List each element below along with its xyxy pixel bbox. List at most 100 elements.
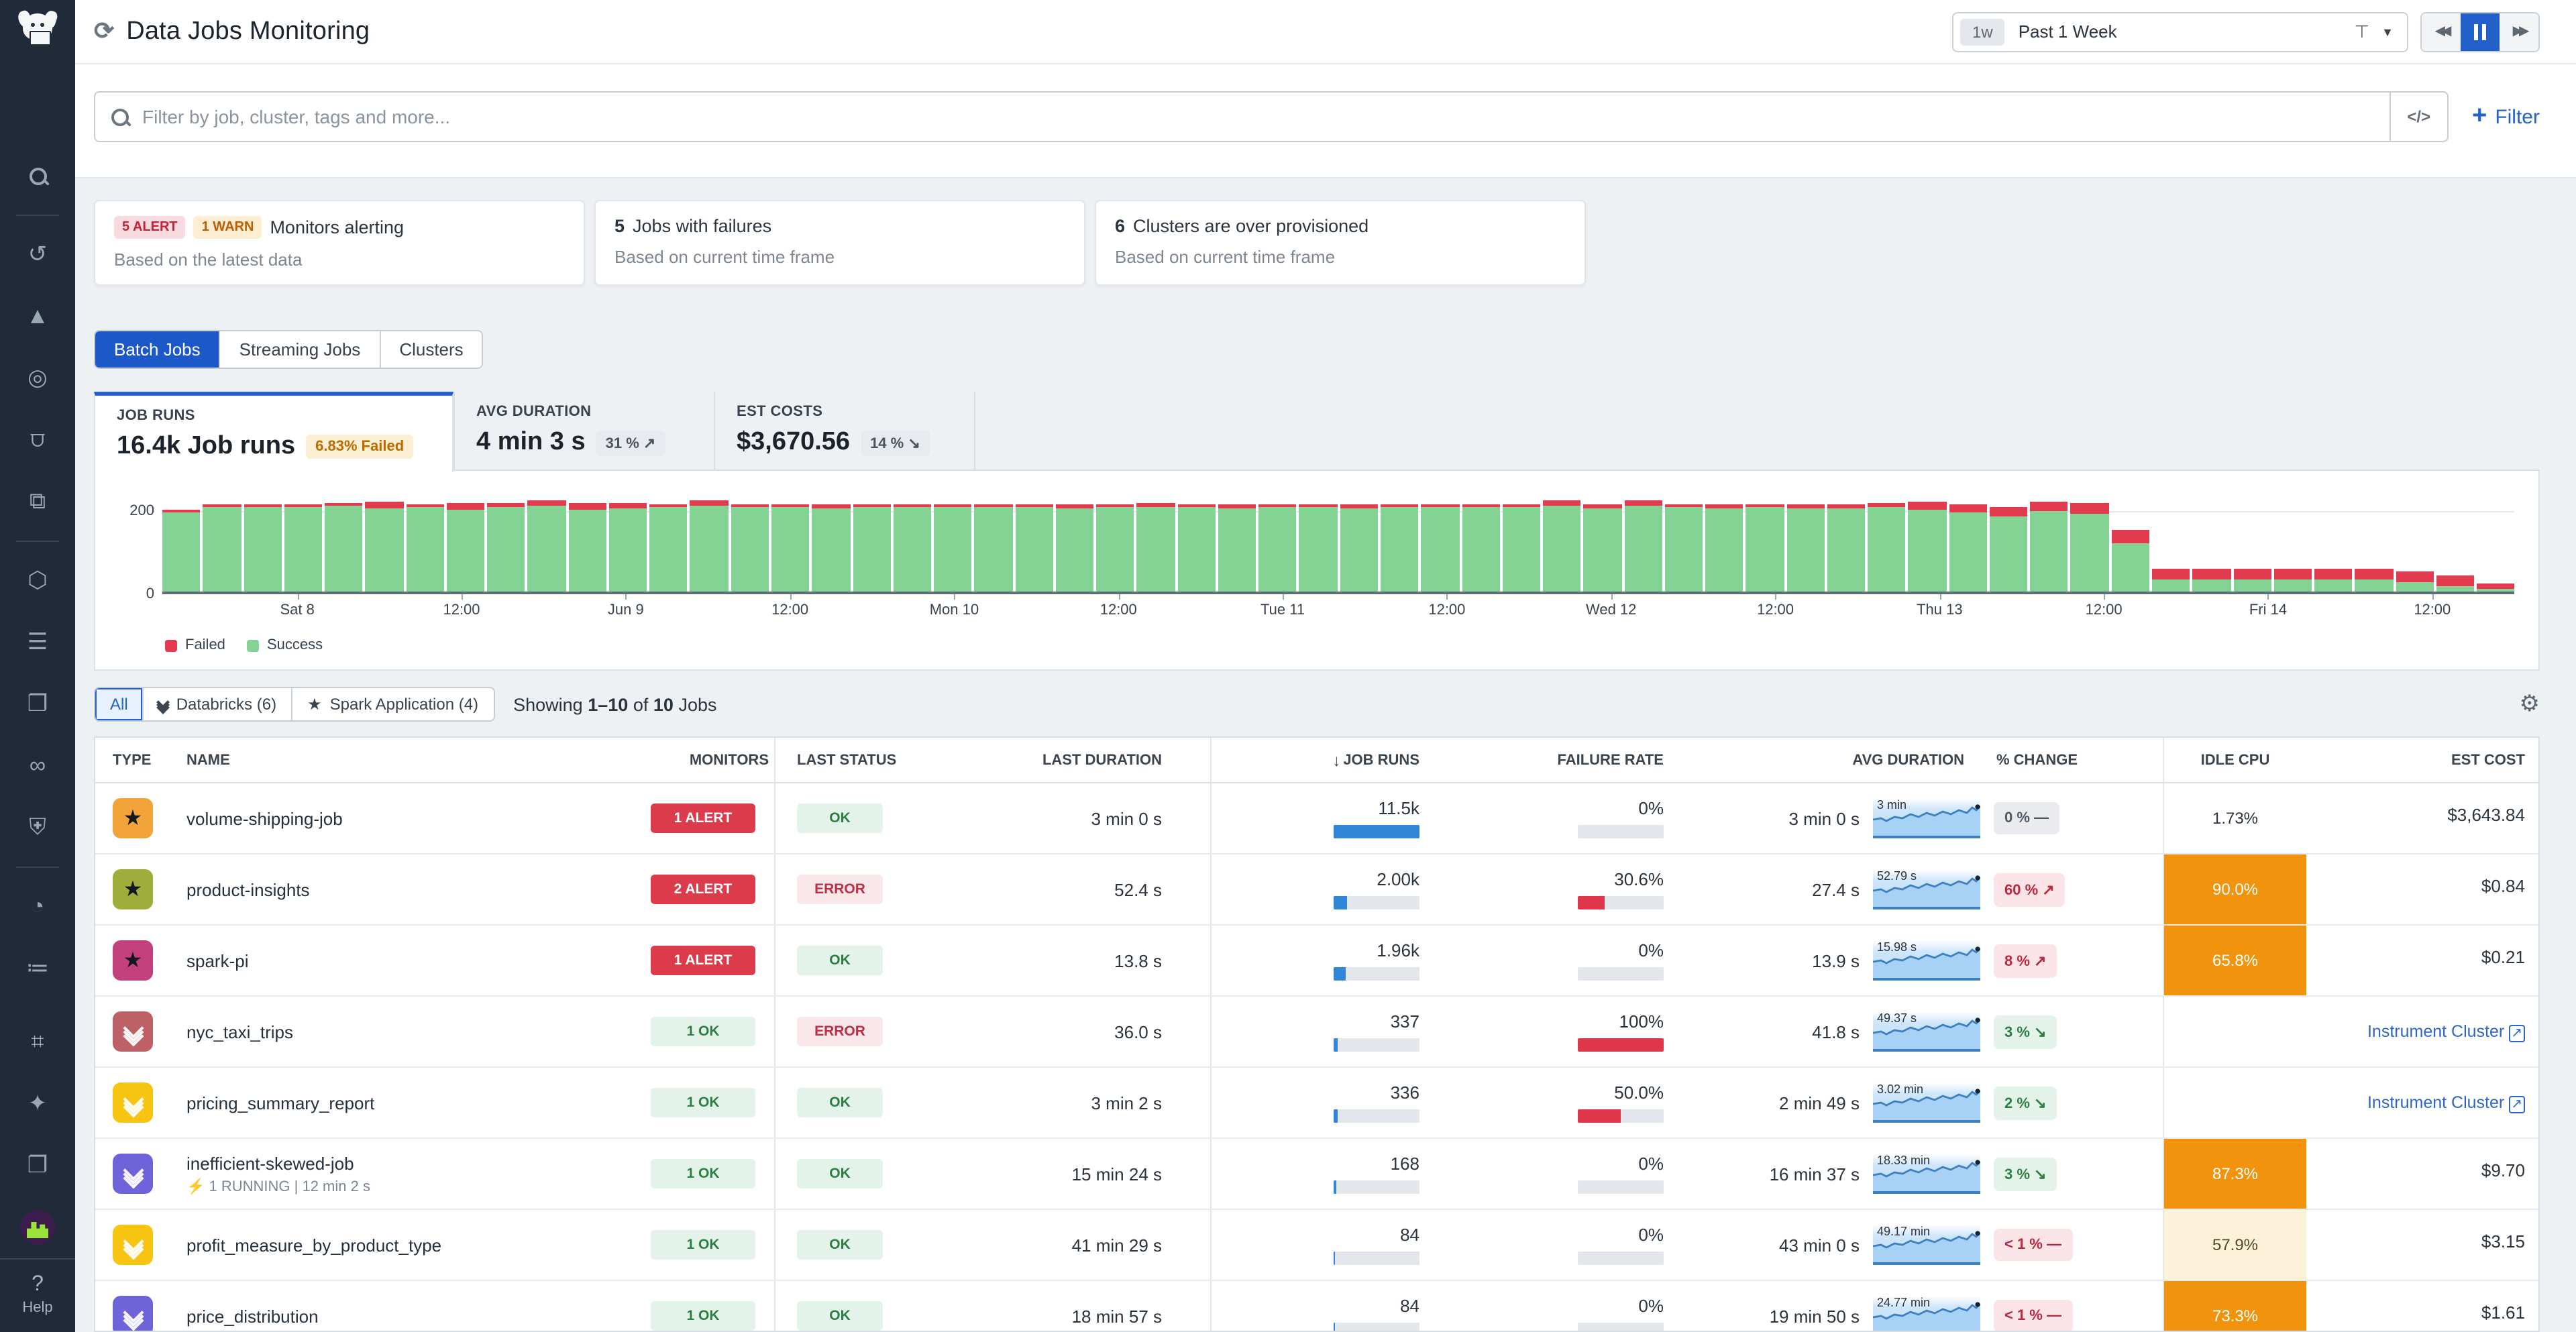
sidebar-gauge-icon[interactable]: ◔ <box>0 876 75 938</box>
pill-spark-application-4-[interactable]: ★Spark Application (4) <box>292 688 493 720</box>
sidebar-dashboards-icon[interactable]: ⧉ <box>0 471 75 533</box>
instrument-cluster-link[interactable]: Instrument Cluster↗ <box>2367 1093 2525 1112</box>
metric-card-avg-duration[interactable]: AVG DURATION4 min 3 s31 % ↗ <box>453 392 714 471</box>
chart-bar[interactable] <box>649 504 688 592</box>
chart-bar[interactable] <box>2193 568 2231 592</box>
chart-bar[interactable] <box>731 504 769 592</box>
chart-bar[interactable] <box>1868 504 1906 592</box>
duration-sparkline[interactable]: 52.79 s <box>1873 869 1980 909</box>
col-header-idle-cpu[interactable]: IDLE CPU <box>2163 738 2306 782</box>
chart-bar[interactable] <box>406 504 444 592</box>
chart-bar[interactable] <box>690 500 729 592</box>
code-query-button[interactable]: </> <box>2390 93 2447 141</box>
sidebar-help[interactable]: ? Help <box>0 1258 75 1332</box>
sidebar-copies-icon[interactable]: ❐ <box>0 1135 75 1197</box>
job-name-cell[interactable]: price_distribution <box>170 1306 559 1326</box>
chart-bar[interactable] <box>1827 504 1866 592</box>
gear-icon[interactable]: ⚙ <box>2520 691 2540 718</box>
sidebar-infrastructure-icon[interactable]: ⬡ <box>0 550 75 612</box>
summary-card[interactable]: 5 Jobs with failuresBased on current tim… <box>594 200 1085 286</box>
chart-bar[interactable] <box>1746 504 1784 592</box>
legend-item-success[interactable]: Success <box>247 637 323 653</box>
pause-button[interactable] <box>2461 13 2500 50</box>
chart-bar[interactable] <box>1786 504 1825 592</box>
chart-bar[interactable] <box>2152 568 2190 592</box>
chart-bar[interactable] <box>1543 500 1581 592</box>
duration-sparkline[interactable]: 3.02 min <box>1873 1083 1980 1123</box>
chart-bar[interactable] <box>1218 504 1256 592</box>
table-row[interactable]: inefficient-skewed-job⚡ 1 RUNNING | 12 m… <box>95 1139 2538 1210</box>
duration-sparkline[interactable]: 49.17 min <box>1873 1225 1980 1265</box>
col-header--change[interactable]: % CHANGE <box>1991 752 2163 768</box>
chart-bar[interactable] <box>366 502 404 592</box>
tab-batch-jobs[interactable]: Batch Jobs <box>95 331 221 368</box>
job-name-cell[interactable]: spark-pi <box>170 950 559 970</box>
monitor-badge[interactable]: 1 OK <box>651 1017 755 1046</box>
chart-bar[interactable] <box>162 510 201 592</box>
chart-bar[interactable] <box>894 504 932 592</box>
chart-bar[interactable] <box>2396 571 2434 592</box>
chart-bar[interactable] <box>1299 504 1338 592</box>
chart-bar[interactable] <box>771 504 810 592</box>
chart-bar[interactable] <box>2355 568 2394 592</box>
chart-bar[interactable] <box>1421 504 1459 592</box>
chart-bar[interactable] <box>853 504 891 592</box>
chart-plot[interactable] <box>162 498 2514 594</box>
sidebar-metrics-icon[interactable]: ▲ <box>0 286 75 347</box>
pill-databricks-6-[interactable]: Databricks (6) <box>144 688 292 720</box>
col-header-name[interactable]: NAME <box>170 752 559 768</box>
search-input[interactable] <box>142 106 2390 127</box>
tab-streaming-jobs[interactable]: Streaming Jobs <box>221 331 381 368</box>
col-header-failure-rate[interactable]: FAILURE RATE <box>1438 752 1682 768</box>
table-row[interactable]: ★volume-shipping-job1 ALERTOK3 min 0 s11… <box>95 783 2538 854</box>
chart-bar[interactable] <box>528 500 566 592</box>
chart-bar[interactable] <box>2274 568 2312 592</box>
chart-bar[interactable] <box>244 504 282 592</box>
chart-bar[interactable] <box>447 503 485 592</box>
forward-button[interactable]: ▶▶ <box>2500 13 2538 50</box>
tab-clusters[interactable]: Clusters <box>380 331 482 368</box>
table-row[interactable]: nyc_taxi_trips1 OKERROR36.0 s337100%41.8… <box>95 997 2538 1068</box>
chart-bar[interactable] <box>2477 584 2515 592</box>
chart-bar[interactable] <box>1909 502 1947 592</box>
pin-icon[interactable]: ⊤ <box>2355 21 2370 42</box>
chart-bar[interactable] <box>1584 504 1622 592</box>
chart-bar[interactable] <box>2030 502 2068 592</box>
col-header-monitors[interactable]: MONITORS <box>559 752 774 768</box>
monitor-badge[interactable]: 1 ALERT <box>651 803 755 833</box>
col-header-last-status[interactable]: LAST STATUS <box>774 738 989 782</box>
duration-sparkline[interactable]: 49.37 s <box>1873 1011 1980 1052</box>
chart-bar[interactable] <box>1096 504 1134 592</box>
sidebar-integrations-icon[interactable]: ⌗ <box>0 1011 75 1073</box>
chart-bar[interactable] <box>975 504 1013 592</box>
chart-bar[interactable] <box>325 502 363 592</box>
chart-bar[interactable] <box>1015 504 1053 592</box>
duration-sparkline[interactable]: 15.98 s <box>1873 940 1980 981</box>
job-name-cell[interactable]: product-insights <box>170 879 559 899</box>
chart-bar[interactable] <box>487 504 525 592</box>
datadog-logo[interactable] <box>0 0 75 64</box>
sidebar-security-icon[interactable]: ⛨ <box>0 797 75 858</box>
sidebar-rum-icon[interactable]: ❐ <box>0 673 75 735</box>
chart-bar[interactable] <box>568 503 606 592</box>
col-header-last-duration[interactable]: LAST DURATION <box>989 752 1210 768</box>
chart-bar[interactable] <box>812 504 851 592</box>
chart-bar[interactable] <box>203 504 241 592</box>
col-header-job-runs[interactable]: ↓JOB RUNS <box>1210 738 1438 782</box>
chart-bar[interactable] <box>1340 504 1378 592</box>
add-filter-button[interactable]: + Filter <box>2472 102 2540 131</box>
sidebar-logs-icon[interactable]: ≔ <box>0 938 75 999</box>
chart-bar[interactable] <box>1137 504 1175 592</box>
chart-bar[interactable] <box>1056 504 1094 592</box>
job-name-cell[interactable]: pricing_summary_report <box>170 1093 559 1113</box>
instrument-cluster-link[interactable]: Instrument Cluster↗ <box>2367 1022 2525 1041</box>
table-row[interactable]: ★spark-pi1 ALERTOK13.8 s1.96k0%13.9 s15.… <box>95 926 2538 997</box>
summary-card[interactable]: 6 Clusters are over provisionedBased on … <box>1095 200 1586 286</box>
monitor-badge[interactable]: 1 OK <box>651 1301 755 1331</box>
col-header-est-cost[interactable]: EST COST <box>2306 752 2540 768</box>
sidebar-user-avatar[interactable] <box>0 1197 75 1258</box>
chart-bar[interactable] <box>2314 568 2353 592</box>
metric-card-job-runs[interactable]: JOB RUNS16.4k Job runs6.83% Failed <box>94 392 453 472</box>
chart-bar[interactable] <box>1990 507 2028 592</box>
chart-bar[interactable] <box>2112 530 2150 592</box>
